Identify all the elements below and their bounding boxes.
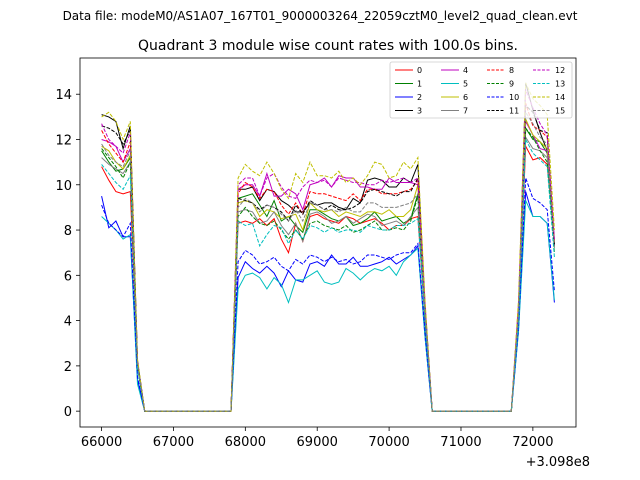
legend-label-7: 7 [463,107,468,116]
legend-label-1: 1 [417,80,422,89]
plot-area [101,82,555,412]
axes-frame [79,57,577,428]
legend-label-10: 10 [509,93,519,102]
y-tick-label: 8 [64,224,72,239]
legend-label-3: 3 [417,107,422,116]
x-tick-label: 69000 [297,435,338,450]
legend-label-15: 15 [555,107,565,116]
legend-label-8: 8 [509,66,514,75]
legend-label-2: 2 [417,93,422,102]
series-line-0 [101,144,555,412]
x-axis-offset-label: +3.098e8 [526,455,590,470]
series-line-8 [101,103,555,412]
series-line-9 [101,126,555,412]
series-line-2 [101,191,555,412]
legend-label-11: 11 [509,107,519,116]
y-tick-label: 4 [64,315,72,330]
chart-title: Quadrant 3 module wise count rates with … [138,38,518,54]
series-line-11 [101,104,555,412]
series-line-15 [101,110,555,412]
y-tick-label: 6 [64,269,72,284]
y-tick-label: 10 [55,179,72,194]
series-line-14 [101,82,555,412]
legend-label-6: 6 [463,93,468,102]
series-line-7 [101,135,555,412]
legend-label-0: 0 [417,66,422,75]
x-tick-label: 72000 [512,435,553,450]
y-tick-label: 0 [64,405,72,420]
series-line-5 [101,200,555,412]
x-tick-label: 70000 [368,435,409,450]
legend-label-4: 4 [463,66,468,75]
y-tick-label: 14 [55,88,72,103]
y-tick-label: 12 [55,133,72,148]
x-axis: 66000 67000 68000 69000 70000 71000 72000 [81,427,554,450]
series-line-12 [101,89,555,412]
y-tick-label: 2 [64,360,72,375]
y-axis: 0 2 4 6 8 10 12 14 [55,88,80,420]
legend-label-13: 13 [555,80,565,89]
series-line-6 [101,118,555,412]
figure-suptitle: Data file: modeM0/AS1A07_167T01_90000032… [63,9,578,23]
legend-label-9: 9 [509,80,514,89]
legend-box [389,61,573,119]
x-tick-label: 71000 [440,435,481,450]
legend-label-5: 5 [463,80,468,89]
series-line-4 [101,119,555,412]
series-line-3 [101,82,555,412]
x-tick-label: 67000 [153,435,194,450]
x-tick-label: 66000 [81,435,122,450]
series-line-1 [101,126,555,412]
series-line-10 [101,177,555,412]
legend-label-12: 12 [555,66,565,75]
series-line-13 [101,137,555,412]
x-tick-label: 68000 [225,435,266,450]
legend-label-14: 14 [555,93,565,102]
